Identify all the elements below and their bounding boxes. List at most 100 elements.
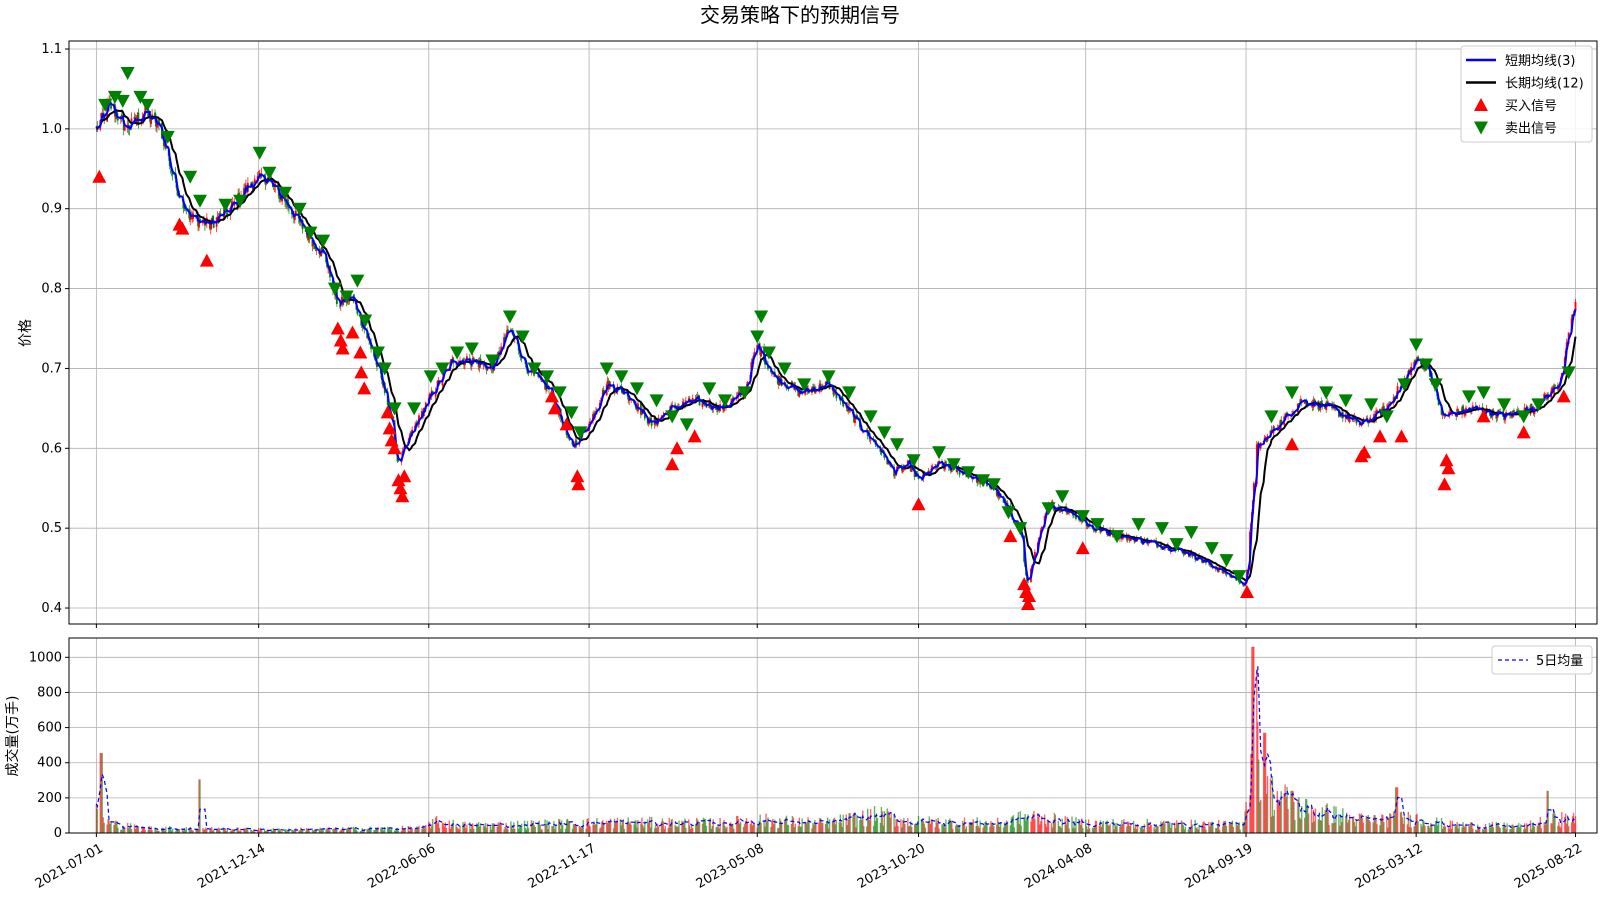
volume-bar <box>148 826 150 833</box>
volume-bar <box>643 827 645 833</box>
volume-bar <box>602 820 604 833</box>
candle-body <box>757 343 760 345</box>
volume-bar <box>1277 803 1280 833</box>
volume-bar <box>879 822 882 833</box>
volume-bar <box>1422 819 1424 833</box>
volume-bar <box>231 829 233 833</box>
volume-y-ticks: 0 200 400 600 800 1000 <box>29 650 69 841</box>
volume-bar <box>930 819 932 833</box>
volume-bar <box>256 830 259 833</box>
volume-bar <box>463 823 465 833</box>
volume-bar <box>1003 822 1006 833</box>
volume-bar <box>1259 801 1261 833</box>
volume-bar <box>859 819 861 833</box>
volume-bar <box>1105 821 1107 833</box>
candle-body <box>191 217 194 220</box>
volume-bar <box>270 829 273 833</box>
volume-bar <box>348 829 351 833</box>
volume-bar <box>1334 822 1336 833</box>
candle-body <box>628 398 631 402</box>
sell-signal-marker <box>133 90 148 104</box>
volume-bar <box>1141 826 1144 833</box>
candle-body <box>1119 536 1121 540</box>
volume-bar <box>838 822 841 833</box>
volume-bar <box>400 830 403 833</box>
volume-bar <box>1545 820 1547 833</box>
volume-bar <box>1440 818 1443 833</box>
volume-bar <box>537 821 539 833</box>
volume-bar <box>861 820 863 833</box>
volume-bar <box>1497 823 1499 833</box>
candle-body <box>958 469 961 475</box>
volume-bar <box>1347 822 1349 833</box>
volume-bar <box>1375 817 1377 833</box>
volume-bar <box>1502 826 1504 833</box>
volume-bar <box>1047 821 1050 833</box>
sell-signal-marker <box>387 402 402 416</box>
volume-bar <box>1068 828 1070 833</box>
volume-bar <box>438 827 441 833</box>
volume-bar <box>1574 816 1577 833</box>
candle-body <box>1320 401 1323 405</box>
volume-bar <box>362 831 364 833</box>
volume-bar <box>1120 825 1122 833</box>
volume-bar <box>1253 646 1255 833</box>
volume-bar <box>1205 829 1207 833</box>
volume-bar <box>606 822 609 833</box>
candle-body <box>441 378 444 386</box>
volume-bar <box>366 828 368 833</box>
sell-signal-marker <box>350 274 365 288</box>
volume-bar <box>674 824 676 833</box>
volume-bar <box>380 828 382 833</box>
volume-bar <box>1115 826 1117 833</box>
volume-bar <box>937 817 939 833</box>
volume-bar <box>127 828 130 833</box>
sell-signal-marker <box>1516 410 1531 424</box>
volume-bar <box>785 815 788 833</box>
volume-bar <box>1177 822 1180 833</box>
volume-bar <box>876 818 879 833</box>
volume-bar <box>299 827 302 833</box>
volume-bar <box>731 825 733 833</box>
volume-bar <box>1416 813 1418 833</box>
volume-bar <box>1091 827 1094 833</box>
volume-bar <box>573 823 576 833</box>
volume-bar <box>445 828 448 833</box>
volume-bar <box>792 817 795 833</box>
volume-bar <box>209 830 211 833</box>
volume-bar <box>1559 826 1561 833</box>
volume-bar <box>449 828 451 833</box>
volume-bar <box>800 826 802 833</box>
volume-bar <box>260 829 263 833</box>
volume-bar <box>423 825 425 833</box>
volume-bar <box>325 829 327 833</box>
volume-bar <box>226 828 229 833</box>
volume-bar <box>1230 822 1233 833</box>
volume-bar <box>1126 826 1128 833</box>
volume-bar <box>908 826 910 833</box>
volume-bar <box>1210 822 1212 833</box>
volume-bar <box>1551 823 1553 833</box>
volume-bar <box>416 826 418 833</box>
volume-bar <box>956 826 959 833</box>
volume-bar <box>1560 827 1562 833</box>
volume-bar <box>976 817 978 833</box>
volume-bar <box>1513 825 1515 833</box>
volume-bar <box>1518 823 1520 833</box>
volume-bar <box>950 820 952 833</box>
volume-bar <box>897 825 899 833</box>
volume-bar <box>663 829 666 833</box>
candle-body <box>910 465 913 472</box>
volume-bar <box>783 819 786 833</box>
volume-bar <box>552 826 554 833</box>
volume-bar <box>1450 828 1453 833</box>
sell-signal-marker <box>160 130 175 144</box>
volume-bar <box>1333 806 1335 833</box>
sell-signal-marker <box>278 186 293 200</box>
volume-bar <box>992 824 994 833</box>
volume-bar <box>1218 829 1221 833</box>
candle-body <box>977 478 980 483</box>
volume-bar <box>1495 821 1498 833</box>
volume-bar <box>1571 816 1574 833</box>
candle-body <box>1393 396 1396 400</box>
